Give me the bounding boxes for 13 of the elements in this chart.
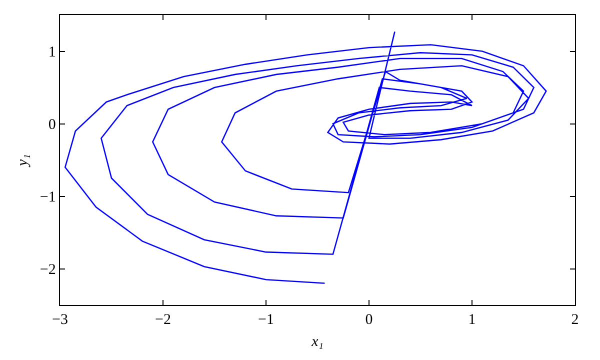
x-tick-label: −1 <box>258 312 274 328</box>
x-tick-label: 2 <box>571 312 579 328</box>
x-tick-label: −2 <box>155 312 171 328</box>
y-tick-label: −1 <box>40 190 56 206</box>
y-tick-label: −2 <box>40 262 56 278</box>
x-tick-label: −3 <box>52 312 68 328</box>
y-tick-label: 1 <box>48 44 56 60</box>
x-axis-title: x₁ <box>310 334 324 350</box>
x-tick-label: 0 <box>365 312 373 328</box>
y-tick-label: 0 <box>48 117 56 133</box>
x-tick-label: 1 <box>468 312 476 328</box>
y-axis-title: y₁ <box>15 154 32 168</box>
line-series <box>64 31 547 284</box>
